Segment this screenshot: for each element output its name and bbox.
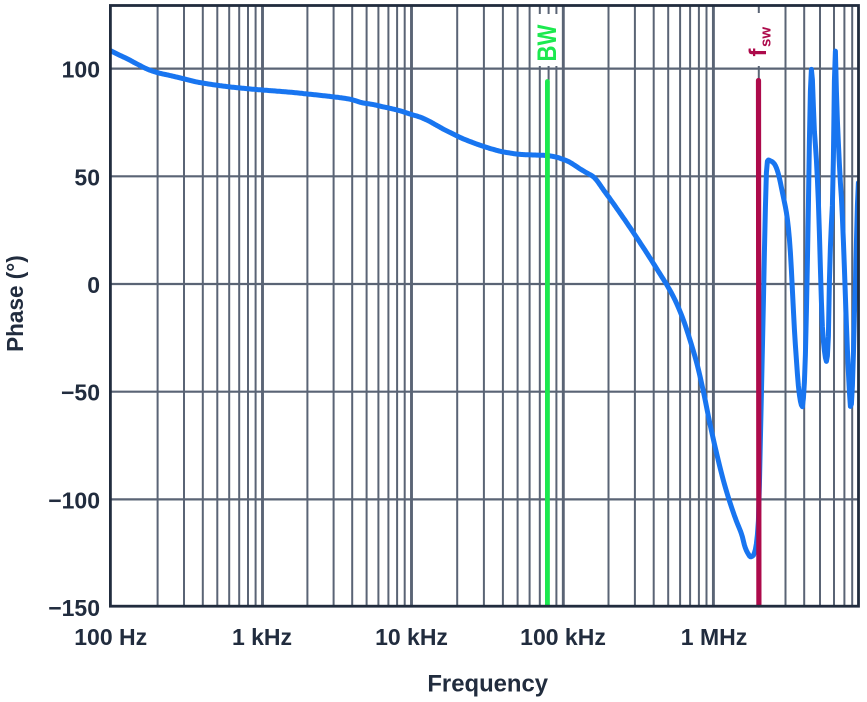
svg-text:BW: BW [533,24,563,61]
svg-text:0: 0 [87,272,100,298]
svg-text:Phase (°): Phase (°) [1,255,28,352]
svg-text:−100: −100 [48,487,100,513]
svg-text:10 kHz: 10 kHz [375,624,448,650]
svg-text:100 kHz: 100 kHz [520,624,606,650]
svg-text:−50: −50 [61,380,100,406]
svg-text:100: 100 [62,57,100,83]
svg-text:−150: −150 [48,595,100,621]
svg-text:1 kHz: 1 kHz [232,624,292,650]
svg-text:1 MHz: 1 MHz [681,624,747,650]
svg-text:50: 50 [74,164,100,190]
svg-text:Frequency: Frequency [427,670,548,697]
svg-text:100 Hz: 100 Hz [74,624,147,650]
